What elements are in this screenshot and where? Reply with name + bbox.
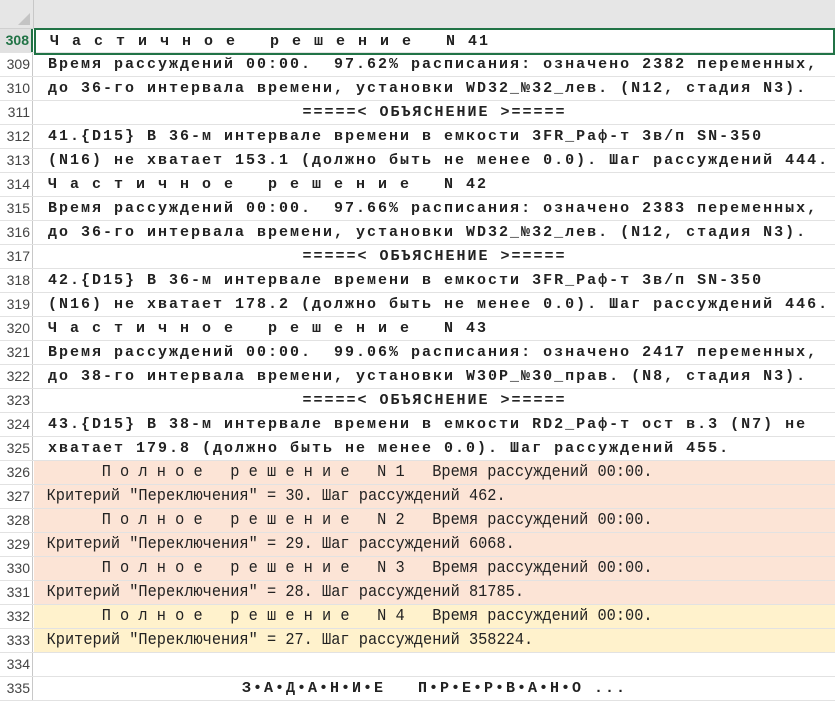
cell[interactable]: 43.{D15} В 38-м интервале времени в емко… [48,416,808,433]
sheet-row: П о л н о е р е ш е н и е N 2 Время расс… [0,509,835,533]
sheet-row: П о л н о е р е ш е н и е N 4 Время расс… [0,605,835,629]
row-number[interactable]: 308 [0,29,33,52]
cell[interactable] [34,653,835,676]
cell[interactable]: до 36-го интервала времени, установки WD… [48,80,808,97]
sheet-row: до 36-го интервала времени, установки WD… [0,77,835,101]
row-number[interactable]: 321 [0,341,33,364]
row-number[interactable]: 330 [0,557,33,580]
sheet-grid: Ч а с т и ч н о е р е ш е н и е N 41 308 В… [0,28,835,701]
cell[interactable]: Критерий "Переключения" = 27. Шаг рассуж… [34,629,835,652]
cell[interactable]: Ч а с т и ч н о е р е ш е н и е N 41 [34,28,835,55]
row-number[interactable]: 323 [0,389,33,412]
row-number[interactable]: 315 [0,197,33,220]
row-number[interactable]: 311 [0,101,33,124]
row-number[interactable]: 324 [0,413,33,436]
cell[interactable]: П о л н о е р е ш е н и е N 4 Время расс… [34,605,835,628]
row-number[interactable]: 312 [0,125,33,148]
cell[interactable]: =====< ОБЪЯСНЕНИЕ >===== [302,248,567,265]
cell[interactable]: 41.{D15} В 36-м интервале времени в емко… [48,128,764,145]
cell[interactable]: 42.{D15} В 36-м интервале времени в емко… [48,272,764,289]
sheet-row: Критерий "Переключения" = 30. Шаг рассуж… [0,485,835,509]
cell[interactable]: хватает 179.8 (должно быть не менее 0.0)… [48,440,731,457]
sheet-row: =====< ОБЪЯСНЕНИЕ >===== 311 [0,101,835,125]
row-number[interactable]: 317 [0,245,33,268]
row-number[interactable]: 319 [0,293,33,316]
row-number[interactable]: 316 [0,221,33,244]
sheet-row: Критерий "Переключения" = 28. Шаг рассуж… [0,581,835,605]
row-number[interactable]: 310 [0,77,33,100]
row-number[interactable]: 329 [0,533,33,556]
row-number[interactable]: 328 [0,509,33,532]
sheet-row: 43.{D15} В 38-м интервале времени в емко… [0,413,835,437]
sheet-row: П о л н о е р е ш е н и е N 1 Время расс… [0,461,835,485]
cell[interactable]: Ч а с т и ч н о е р е ш е н и е N 43 [48,320,489,337]
row-number[interactable]: 327 [0,485,33,508]
row-number[interactable]: 325 [0,437,33,460]
row-number[interactable]: 334 [0,653,33,676]
sheet-row: Ч а с т и ч н о е р е ш е н и е N 43 320 [0,317,835,341]
sheet-row: до 36-го интервала времени, установки WD… [0,221,835,245]
cell[interactable]: Время рассуждений 00:00. 97.62% расписан… [48,56,819,73]
cell[interactable]: Критерий "Переключения" = 29. Шаг рассуж… [34,533,835,556]
column-header-bar [0,0,835,29]
sheet-row: до 38-го интервала времени, установки W3… [0,365,835,389]
row-number[interactable]: 332 [0,605,33,628]
row-number[interactable]: 309 [0,53,33,76]
row-number[interactable]: 320 [0,317,33,340]
cell[interactable]: Критерий "Переключения" = 30. Шаг рассуж… [34,485,835,508]
row-number[interactable]: 314 [0,173,33,196]
cell[interactable]: П о л н о е р е ш е н и е N 2 Время расс… [34,509,835,532]
cell[interactable]: до 38-го интервала времени, установки W3… [48,368,808,385]
sheet-row: (N16) не хватает 178.2 (должно быть не м… [0,293,835,317]
cell[interactable]: до 36-го интервала времени, установки WD… [48,224,808,241]
cell[interactable]: Критерий "Переключения" = 28. Шаг рассуж… [34,581,835,604]
cell[interactable]: (N16) не хватает 178.2 (должно быть не м… [48,296,830,313]
sheet-row: П о л н о е р е ш е н и е N 3 Время расс… [0,557,835,581]
sheet-row: Критерий "Переключения" = 27. Шаг рассуж… [0,629,835,653]
cell[interactable]: Время рассуждений 00:00. 99.06% расписан… [48,344,819,361]
sheet-row: З•А•Д•А•Н•И•Е П•Р•Е•Р•В•А•Н•О ... 335 [0,677,835,701]
row-number[interactable]: 333 [0,629,33,652]
sheet-row: (N16) не хватает 153.1 (должно быть не м… [0,149,835,173]
sheet-row: Время рассуждений 00:00. 99.06% расписан… [0,341,835,365]
row-number[interactable]: 313 [0,149,33,172]
cell[interactable]: П о л н о е р е ш е н и е N 3 Время расс… [34,557,835,580]
cell[interactable]: З•А•Д•А•Н•И•Е П•Р•Е•Р•В•А•Н•О ... [241,680,628,697]
cell[interactable]: Время рассуждений 00:00. 97.66% расписан… [48,200,819,217]
cell[interactable]: =====< ОБЪЯСНЕНИЕ >===== [302,392,567,409]
select-all-corner[interactable] [0,0,34,28]
cell[interactable]: П о л н о е р е ш е н и е N 1 Время расс… [34,461,835,484]
sheet-row: 42.{D15} В 36-м интервале времени в емко… [0,269,835,293]
sheet-row: Время рассуждений 00:00. 97.62% расписан… [0,53,835,77]
row-number[interactable]: 331 [0,581,33,604]
row-number[interactable]: 335 [0,677,33,700]
row-number[interactable]: 326 [0,461,33,484]
row-number[interactable]: 318 [0,269,33,292]
sheet-row: Ч а с т и ч н о е р е ш е н и е N 41 308 [0,28,835,55]
sheet-row: 41.{D15} В 36-м интервале времени в емко… [0,125,835,149]
cell[interactable]: (N16) не хватает 153.1 (должно быть не м… [48,152,830,169]
sheet-row: хватает 179.8 (должно быть не менее 0.0)… [0,437,835,461]
sheet-row: Ч а с т и ч н о е р е ш е н и е N 42 314 [0,173,835,197]
sheet-row: =====< ОБЪЯСНЕНИЕ >===== 317 [0,245,835,269]
sheet-row: 334 [0,653,835,677]
cell[interactable]: =====< ОБЪЯСНЕНИЕ >===== [302,104,567,121]
sheet-row: Критерий "Переключения" = 29. Шаг рассуж… [0,533,835,557]
sheet-row: Время рассуждений 00:00. 97.66% расписан… [0,197,835,221]
cell[interactable]: Ч а с т и ч н о е р е ш е н и е N 42 [48,176,489,193]
row-number[interactable]: 322 [0,365,33,388]
sheet-row: =====< ОБЪЯСНЕНИЕ >===== 323 [0,389,835,413]
